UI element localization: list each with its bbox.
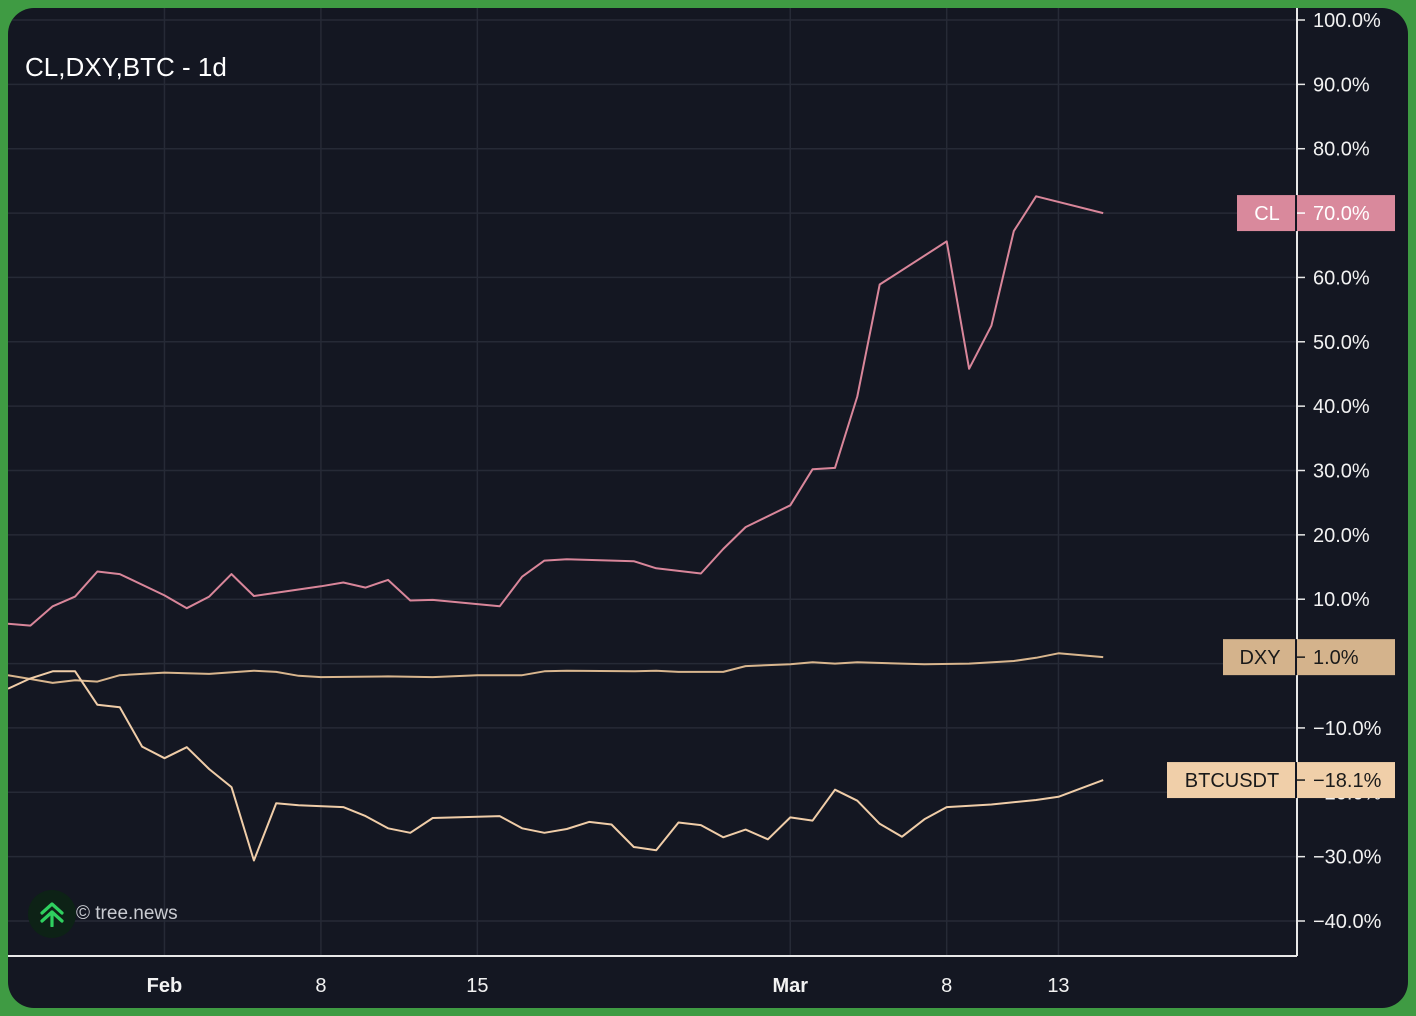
y-tick-label: 80.0% xyxy=(1313,139,1370,161)
series-name-box xyxy=(1223,639,1297,676)
x-tick-label: Mar xyxy=(772,975,808,997)
series-line-dxy xyxy=(8,652,1104,684)
y-tick-label: 90.0% xyxy=(1313,74,1370,96)
value-label-btcusdt: BTCUSDT −18.1% xyxy=(1167,762,1395,799)
x-tick-label: Feb xyxy=(147,975,183,997)
value-labels: CL 70.0% DXY 1.0% BTCUSDT −18.1% xyxy=(1167,195,1395,799)
series-value-box xyxy=(1297,195,1395,232)
chart-svg: 100.0% 90.0% 80.0% 70.0% 60.0% 50.0% 40.0% 30.0… xyxy=(8,8,1395,997)
series-layer xyxy=(8,195,1104,862)
x-tick-label: 8 xyxy=(941,975,952,997)
chart-frame: 100.0% 90.0% 80.0% 70.0% 60.0% 50.0% 40.0% 30.0… xyxy=(8,8,1408,1008)
y-tick-label: 60.0% xyxy=(1313,267,1370,289)
series-line-cl xyxy=(8,195,1104,627)
chart-title: CL,DXY,BTC - 1d xyxy=(25,52,227,82)
y-tick-label: 20.0% xyxy=(1313,525,1370,547)
y-tick-label: 40.0% xyxy=(1313,396,1370,418)
value-label-cl: CL 70.0% xyxy=(1237,195,1395,232)
series-value-box xyxy=(1297,639,1395,676)
series-name-label: DXY xyxy=(1239,647,1280,669)
axes: 100.0% 90.0% 80.0% 70.0% 60.0% 50.0% 40.0% 30.0… xyxy=(8,8,1382,997)
value-label-dxy: DXY 1.0% xyxy=(1223,639,1395,676)
y-tick-label: −10.0% xyxy=(1313,718,1382,740)
y-tick-label: −40.0% xyxy=(1313,911,1382,933)
series-line-btcusdt xyxy=(8,670,1104,862)
y-tick-label: 30.0% xyxy=(1313,461,1370,483)
y-tick-label: 10.0% xyxy=(1313,589,1370,611)
series-value-box xyxy=(1297,762,1395,799)
series-value-label: 70.0% xyxy=(1313,203,1370,225)
x-tick-label: 8 xyxy=(315,975,326,997)
x-tick-label: 13 xyxy=(1047,975,1069,997)
y-tick-label: 50.0% xyxy=(1313,332,1370,354)
y-tick-label: 100.0% xyxy=(1313,10,1381,32)
attribution-text: © tree.news xyxy=(76,903,178,924)
y-tick-label: −30.0% xyxy=(1313,847,1382,869)
grid xyxy=(8,8,1297,956)
x-tick-label: 15 xyxy=(466,975,488,997)
tree-logo-icon xyxy=(28,890,76,938)
series-value-label: −18.1% xyxy=(1313,770,1382,792)
series-name-label: BTCUSDT xyxy=(1185,770,1279,792)
series-name-box xyxy=(1167,762,1297,799)
series-value-label: 1.0% xyxy=(1313,647,1359,669)
series-name-box xyxy=(1237,195,1297,232)
series-name-label: CL xyxy=(1254,203,1280,225)
attribution: © tree.news xyxy=(28,890,178,938)
